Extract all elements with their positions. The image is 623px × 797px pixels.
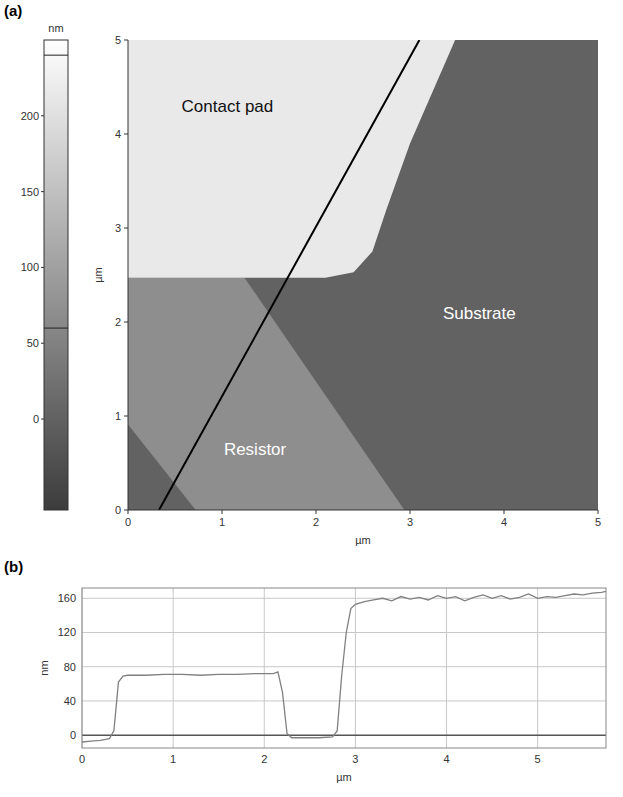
colorbar-tick: [41, 191, 44, 192]
plot-area: [82, 591, 606, 742]
y-grid: [82, 632, 606, 633]
y-tick-label: 5: [115, 34, 121, 46]
y-tick: [124, 510, 128, 511]
colorbar: [44, 40, 68, 510]
x-tick-label: 3: [407, 516, 413, 528]
region-label: Contact pad: [182, 97, 274, 116]
x-grid: [264, 588, 265, 748]
height-region: [128, 278, 404, 510]
x-tick: [128, 510, 129, 514]
x-tick-label: 1: [219, 516, 225, 528]
y-grid: [82, 700, 606, 701]
y-tick-label: 0: [115, 504, 121, 516]
x-tick-label: 0: [125, 516, 131, 528]
y-tick-label: 80: [64, 661, 76, 673]
colorbar-tick-label: 200: [21, 110, 39, 122]
colorbar-marker: [44, 55, 68, 56]
x-tick-label: 4: [443, 753, 449, 765]
x-tick-label: 1: [170, 753, 176, 765]
x-tick: [410, 510, 411, 514]
x-grid: [355, 588, 356, 748]
y-tick-label: 3: [115, 222, 121, 234]
y-tick-label: 4: [115, 128, 121, 140]
y-grid: [82, 666, 606, 667]
x-tick-label: 3: [352, 753, 358, 765]
x-grid: [446, 588, 447, 748]
y-axis-title: µm: [92, 267, 104, 283]
y-tick-label: 0: [70, 729, 76, 741]
x-tick: [598, 510, 599, 514]
colorbar-label: nm: [48, 22, 63, 34]
x-axis-title: µm: [355, 534, 371, 546]
height-region: [128, 40, 455, 278]
panel-label: (b): [4, 558, 23, 575]
x-tick-label: 5: [535, 753, 541, 765]
figure: (a)050100150200nmContact padSubstrateRes…: [0, 0, 623, 797]
region-label: Substrate: [443, 304, 516, 323]
profile-curve: [82, 591, 606, 742]
y-axis: [128, 40, 129, 510]
y-tick-label: 2: [115, 316, 121, 328]
colorbar-marker: [44, 328, 68, 329]
plot-frame: [82, 588, 606, 748]
colorbar-tick-label: 0: [33, 413, 39, 425]
x-tick-label: 4: [501, 516, 507, 528]
colorbar-tick-label: 150: [21, 186, 39, 198]
y-tick-label: 120: [58, 626, 76, 638]
y-tick: [124, 416, 128, 417]
y-tick: [124, 40, 128, 41]
y-tick-label: 40: [64, 695, 76, 707]
colorbar-tick: [41, 343, 44, 344]
image-area: [128, 40, 598, 510]
region-label: Resistor: [224, 440, 287, 459]
y-axis-title: nm: [38, 660, 50, 675]
x-grid: [173, 588, 174, 748]
y-grid: [82, 598, 606, 599]
x-tick: [222, 510, 223, 514]
x-grid: [537, 588, 538, 748]
y-tick-label: 160: [58, 592, 76, 604]
y-tick: [124, 228, 128, 229]
x-axis: [128, 510, 598, 511]
x-tick: [504, 510, 505, 514]
x-tick-label: 0: [79, 753, 85, 765]
profile-line: [159, 40, 419, 510]
height-region: [128, 40, 598, 510]
y-tick: [124, 134, 128, 135]
y-tick: [124, 322, 128, 323]
y-tick-label: 1: [115, 410, 121, 422]
colorbar-tick: [41, 419, 44, 420]
x-axis-title: µm: [336, 771, 352, 783]
colorbar-tick: [41, 267, 44, 268]
colorbar-tick: [41, 115, 44, 116]
panel-label: (a): [4, 2, 22, 19]
x-tick-label: 2: [313, 516, 319, 528]
x-tick-label: 2: [261, 753, 267, 765]
x-tick-label: 5: [595, 516, 601, 528]
colorbar-tick-label: 50: [27, 337, 39, 349]
colorbar-tick-label: 100: [21, 261, 39, 273]
y-grid: [82, 734, 606, 736]
x-tick: [316, 510, 317, 514]
